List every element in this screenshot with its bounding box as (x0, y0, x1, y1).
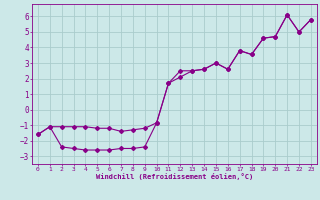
X-axis label: Windchill (Refroidissement éolien,°C): Windchill (Refroidissement éolien,°C) (96, 173, 253, 180)
